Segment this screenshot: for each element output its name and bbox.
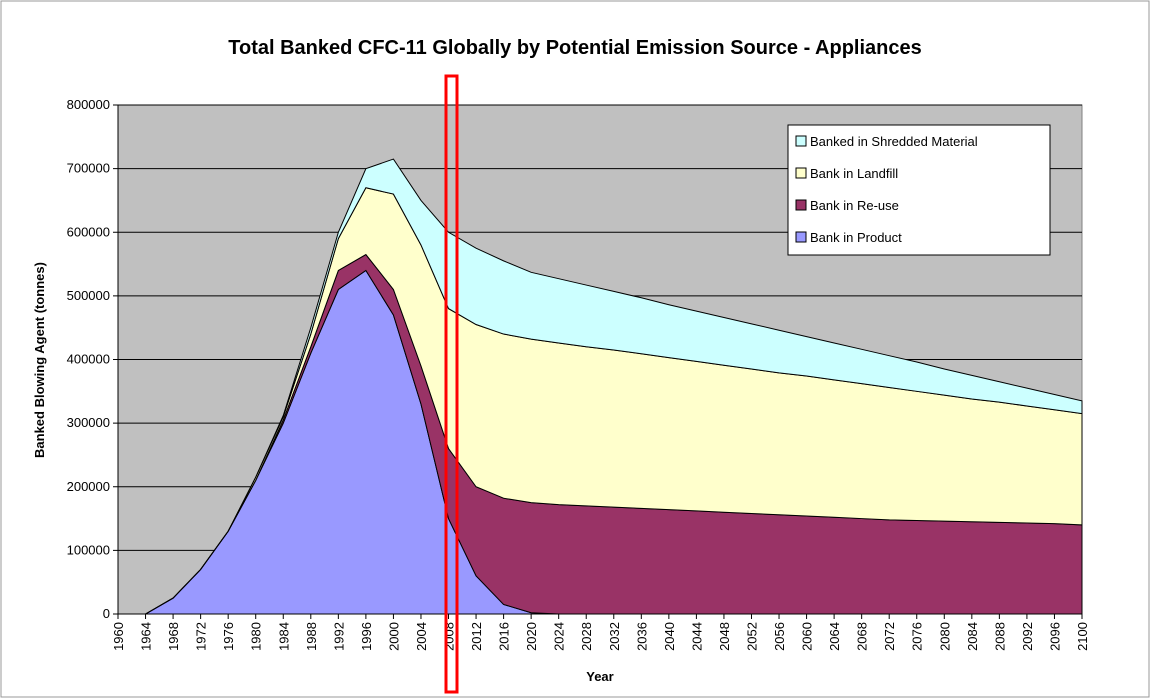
y-tick-label: 100000 xyxy=(67,542,110,557)
x-tick-label: 2064 xyxy=(827,622,842,651)
x-tick-label: 1964 xyxy=(139,622,154,651)
x-tick-label: 2052 xyxy=(744,622,759,651)
x-tick-label: 2036 xyxy=(634,622,649,651)
x-tick-label: 2092 xyxy=(1020,622,1035,651)
x-tick-label: 1968 xyxy=(166,622,181,651)
highlight-box xyxy=(444,74,459,694)
x-tick-label: 2020 xyxy=(524,622,539,651)
x-tick-label: 2084 xyxy=(965,622,980,651)
x-tick-label: 2060 xyxy=(800,622,815,651)
x-tick-label: 1992 xyxy=(331,622,346,651)
y-tick-label: 500000 xyxy=(67,288,110,303)
x-tick-label: 1960 xyxy=(111,622,126,651)
area xyxy=(118,158,1083,615)
x-tick-label: 2040 xyxy=(662,622,677,651)
legend-swatch xyxy=(795,167,807,179)
x-tick-label: 2048 xyxy=(717,622,732,651)
x-tick-label: 2080 xyxy=(937,622,952,651)
x-tick-label: 2076 xyxy=(910,622,925,651)
x-tick-label: 2056 xyxy=(772,622,787,651)
y-tick-label: 800000 xyxy=(67,97,110,112)
x-tick-label: 2068 xyxy=(855,622,870,651)
legend-label: Bank in Product xyxy=(810,230,902,245)
legend-label: Bank in Re-use xyxy=(810,198,899,213)
y-tick-label: 600000 xyxy=(67,224,110,239)
x-tick-label: 2012 xyxy=(469,622,484,651)
x-tick-label: 2088 xyxy=(992,622,1007,651)
legend-swatch xyxy=(795,199,807,211)
x-tick-label: 2100 xyxy=(1075,622,1090,651)
x-tick-label: 2004 xyxy=(414,622,429,651)
legend-swatch xyxy=(795,135,807,147)
x-tick-label: 2000 xyxy=(386,622,401,651)
y-axis-label: Banked Blowing Agent (tonnes) xyxy=(32,262,47,458)
x-tick-label: 2032 xyxy=(607,622,622,651)
x-tick-label: 2016 xyxy=(497,622,512,651)
x-tick-label: 2008 xyxy=(442,622,457,651)
x-tick-label: 2044 xyxy=(689,622,704,651)
x-tick-label: 2028 xyxy=(579,622,594,651)
legend-swatch xyxy=(795,231,807,243)
y-tick-label: 200000 xyxy=(67,479,110,494)
x-tick-label: 1988 xyxy=(304,622,319,651)
x-tick-label: 1984 xyxy=(276,622,291,651)
y-tick-label: 700000 xyxy=(67,161,110,176)
y-tick-label: 300000 xyxy=(67,415,110,430)
x-tick-label: 2096 xyxy=(1047,622,1062,651)
x-tick-label: 2024 xyxy=(552,622,567,651)
x-tick-label: 1980 xyxy=(249,622,264,651)
legend-box xyxy=(787,124,1051,256)
x-tick-label: 1972 xyxy=(194,622,209,651)
plot-area: 0 100000 200000 300000 400000 500000 600000 700… xyxy=(67,97,1090,651)
y-tick-label: 400000 xyxy=(67,352,110,367)
x-tick-label: 2072 xyxy=(882,622,897,651)
x-tick-label: 1976 xyxy=(221,622,236,651)
y-tick-label: 0 xyxy=(103,606,110,621)
legend-label: Banked in Shredded Material xyxy=(810,134,978,149)
chart-title: Total Banked CFC-11 Globally by Potentia… xyxy=(228,37,922,59)
x-tick-label: 1996 xyxy=(359,622,374,651)
x-axis-label: Year xyxy=(586,669,613,684)
legend-label: Bank in Landfill xyxy=(810,166,898,181)
